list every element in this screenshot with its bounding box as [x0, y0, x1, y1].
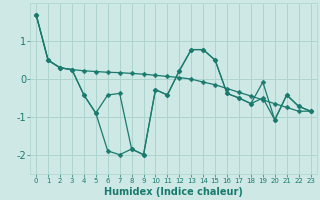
X-axis label: Humidex (Indice chaleur): Humidex (Indice chaleur): [104, 187, 243, 197]
